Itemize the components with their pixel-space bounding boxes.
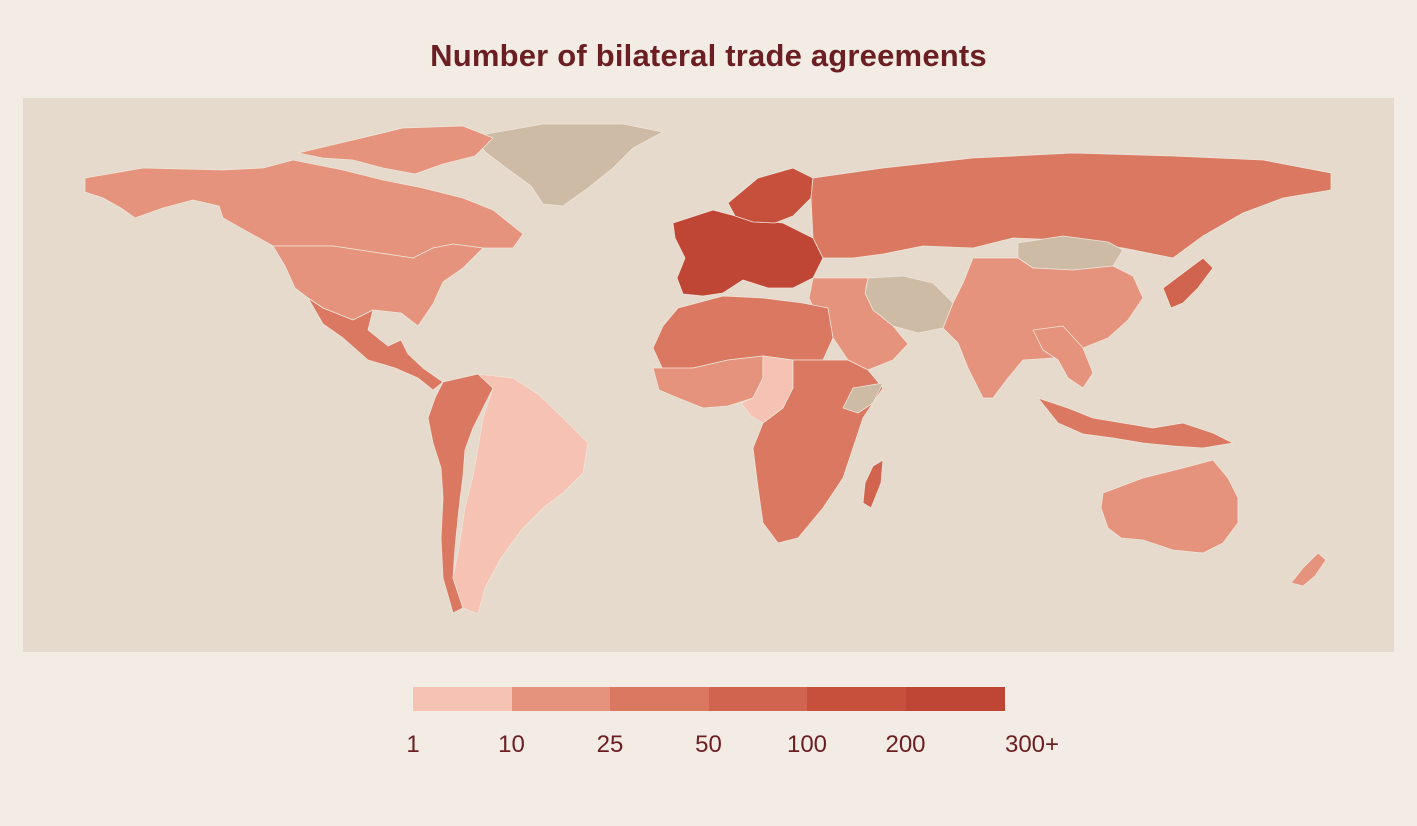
- legend-label: 1: [406, 731, 420, 758]
- map-title: Number of bilateral trade agreements: [430, 38, 987, 73]
- legend-swatch-100: [807, 687, 906, 711]
- legend-swatch-50: [708, 687, 808, 711]
- world-map-panel: [23, 98, 1394, 652]
- region-southeast-asia: [1032, 325, 1094, 389]
- region-australia: [1100, 459, 1239, 554]
- region-united-states: [272, 243, 484, 327]
- region-madagascar: [862, 459, 884, 509]
- region-japan-korea: [1162, 257, 1214, 309]
- region-canada-islands: [297, 125, 494, 175]
- region-greenland: [474, 123, 664, 207]
- region-russia: [810, 152, 1332, 259]
- legend-swatch-10: [511, 687, 611, 711]
- color-legend: [413, 687, 1005, 711]
- region-horn-africa: [842, 382, 884, 414]
- legend-swatch-25: [610, 687, 709, 711]
- legend-swatch-1: [413, 687, 512, 711]
- legend-label: 25: [596, 731, 624, 758]
- legend-label: 10: [498, 731, 525, 758]
- world-map-svg: [84, 123, 1332, 615]
- region-indonesia: [1037, 397, 1234, 449]
- legend-label: 300+: [1004, 731, 1060, 758]
- legend-label: 200: [885, 731, 926, 758]
- region-west-europe: [672, 209, 824, 297]
- region-new-zealand: [1290, 552, 1327, 587]
- region-scandinavia: [727, 167, 814, 224]
- region-china-india: [942, 257, 1144, 399]
- legend-label: 50: [695, 731, 722, 758]
- legend-swatch-200: [905, 687, 1005, 711]
- region-alaska-canada: [84, 159, 524, 259]
- region-mexico-central-america: [307, 297, 444, 391]
- legend-label: 100: [786, 731, 828, 758]
- region-brazil-argentina: [452, 373, 589, 615]
